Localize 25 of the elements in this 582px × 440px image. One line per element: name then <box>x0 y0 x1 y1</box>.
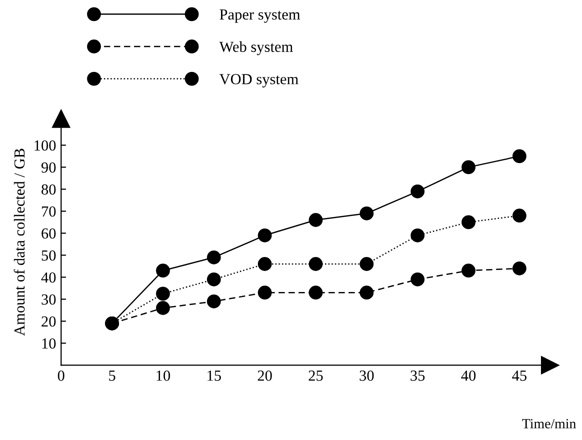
x-tick-label: 30 <box>360 370 374 381</box>
y-tick-label: 30 <box>42 294 56 305</box>
legend-label: Web system <box>219 41 293 56</box>
legend-label: VOD system <box>219 74 298 88</box>
y-tick-label: 60 <box>42 228 56 239</box>
y-tick-label: 80 <box>42 184 56 195</box>
x-axis-title: Time/min <box>522 419 576 428</box>
y-tick-label: 10 <box>42 338 56 349</box>
x-tick-label: 35 <box>410 370 425 381</box>
x-tick-label: 40 <box>461 370 476 381</box>
y-tick-label: 20 <box>42 316 56 327</box>
y-tick-label: 100 <box>34 140 56 151</box>
x-tick-label: 5 <box>109 370 116 381</box>
y-tick-label: 40 <box>41 272 56 283</box>
y-tick-label: 50 <box>42 250 56 261</box>
y-axis-title: Amount of data collected / GB <box>14 148 25 336</box>
y-tick-label: 90 <box>41 162 56 173</box>
x-tick-label: 15 <box>208 370 221 381</box>
x-tick-label: 25 <box>308 370 323 381</box>
x-tick-label: 20 <box>258 370 272 381</box>
x-tick-label: 0 <box>58 370 64 381</box>
x-tick-label: 10 <box>156 370 170 381</box>
y-tick-label: 70 <box>42 206 56 217</box>
x-tick-label: 45 <box>512 370 526 381</box>
legend-label: Paper system <box>220 10 300 23</box>
